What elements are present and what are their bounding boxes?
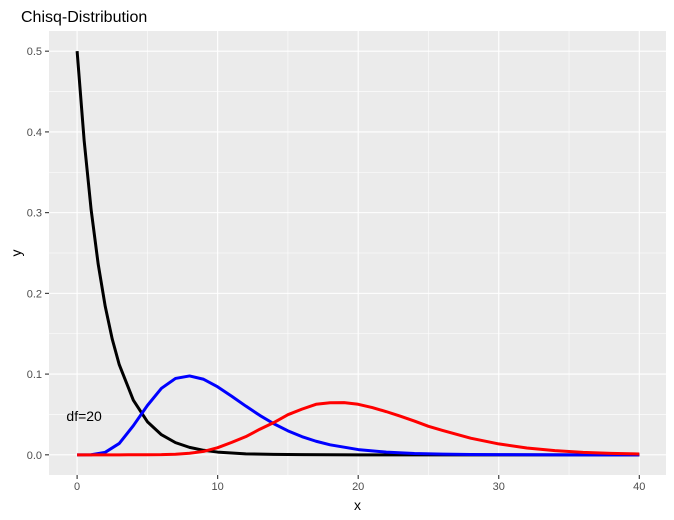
x-axis-title: x bbox=[354, 497, 361, 513]
y-axis-title: y bbox=[8, 250, 24, 257]
y-tick-label: 0.3 bbox=[27, 208, 42, 220]
grid-minor bbox=[49, 31, 666, 475]
x-tick-label: 20 bbox=[352, 481, 364, 493]
x-tick-label: 30 bbox=[493, 481, 505, 493]
y-tick-label: 0.0 bbox=[27, 450, 42, 462]
x-axis: 0 10 20 30 40 bbox=[74, 475, 645, 493]
chart-title: Chisq-Distribution bbox=[21, 9, 147, 26]
y-tick-label: 0.4 bbox=[27, 127, 42, 139]
annotation-label: df=20 bbox=[66, 408, 102, 424]
y-tick-label: 0.5 bbox=[27, 46, 42, 58]
series-line-1 bbox=[75, 51, 640, 457]
x-tick-label: 40 bbox=[633, 481, 645, 493]
y-axis: 0.0 0.1 0.2 0.3 0.4 0.5 bbox=[27, 46, 49, 462]
series-line-3 bbox=[77, 401, 640, 457]
y-tick-label: 0.2 bbox=[27, 288, 42, 300]
x-tick-label: 0 bbox=[74, 481, 80, 493]
series-layer bbox=[75, 51, 640, 457]
series-line-2 bbox=[77, 374, 640, 457]
annotation-layer: df=20 bbox=[66, 408, 102, 424]
y-tick-label: 0.1 bbox=[27, 369, 42, 381]
x-tick-label: 10 bbox=[212, 481, 224, 493]
